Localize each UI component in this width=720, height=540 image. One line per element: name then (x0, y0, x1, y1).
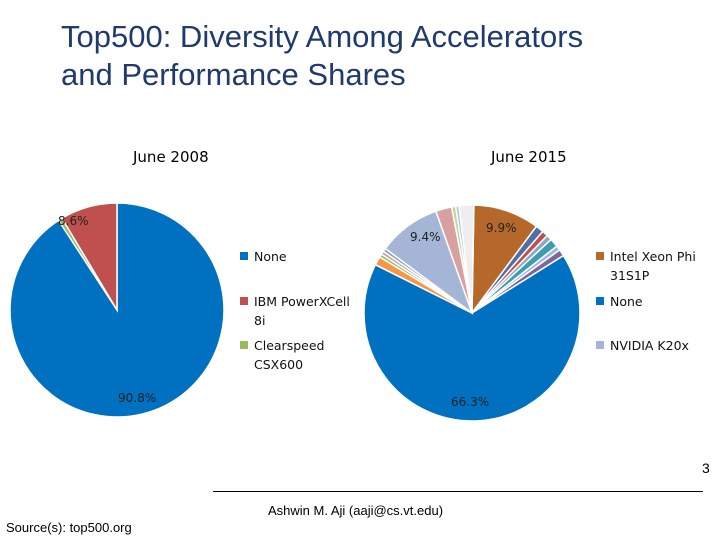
source: Source(s): top500.org (6, 520, 132, 535)
page-number: 3 (702, 460, 710, 476)
data-label-none-2015: 66.3% (451, 395, 490, 409)
legend-nvidia: NVIDIA K20x (596, 336, 689, 355)
legend-swatch (596, 252, 604, 260)
data-label-intel: 9.9% (486, 221, 517, 235)
chart1-title: June 2008 (133, 148, 209, 166)
legend-none-2008: None (240, 247, 350, 266)
footer-divider (213, 491, 703, 492)
author: Ashwin M. Aji (aaji@cs.vt.edu) (268, 503, 444, 518)
pie-slice-other-16 (458, 204, 475, 314)
legend-intel: Intel Xeon Phi 31S1P (596, 247, 720, 285)
legend-swatch (240, 252, 248, 260)
legend-swatch (596, 341, 604, 349)
legend-swatch (240, 341, 248, 349)
chart2-title: June 2015 (491, 148, 567, 166)
data-label-ibm: 8.6% (58, 214, 89, 228)
slide-title: Top500: Diversity Among Accelerators and … (61, 19, 584, 92)
data-label-nvidia: 9.4% (410, 230, 441, 244)
legend-swatch (596, 297, 604, 305)
pie-slice-ibm-powerxcell-8i (60, 202, 118, 313)
legend-ibm: IBM PowerXCell 8i (240, 292, 364, 330)
pie-slice-none (363, 254, 581, 422)
legend-none-2015: None (596, 292, 643, 311)
legend-clearspeed: Clearspeed CSX600 (240, 336, 354, 374)
data-label-none-2008: 90.8% (118, 391, 157, 405)
legend-swatch (240, 297, 248, 305)
